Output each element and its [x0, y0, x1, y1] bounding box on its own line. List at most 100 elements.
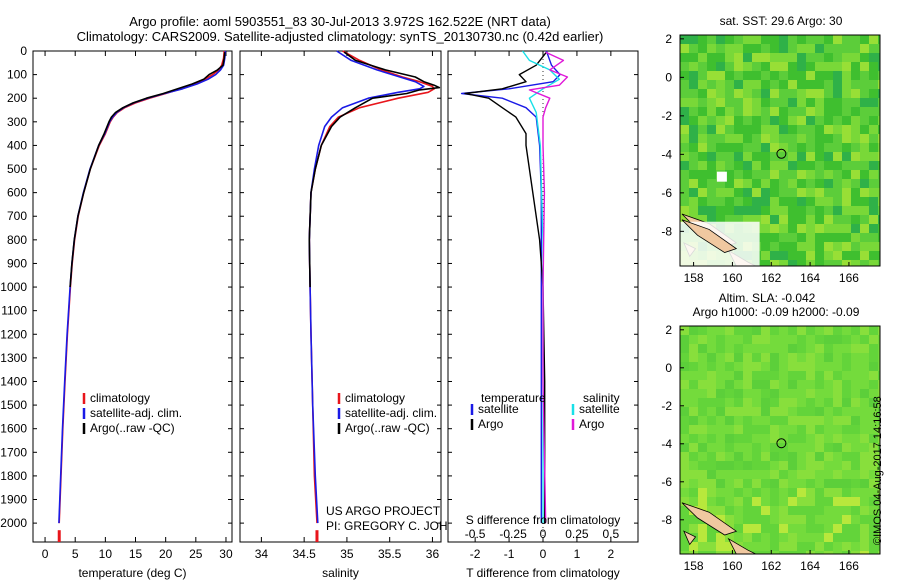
map-cell	[797, 542, 806, 551]
map-cell	[869, 461, 878, 470]
map-cell	[878, 443, 880, 452]
map-cell	[752, 542, 761, 551]
map-cell	[707, 326, 716, 335]
map-cell	[878, 398, 880, 407]
map-cell	[797, 224, 806, 233]
x-tick-label: 30	[219, 547, 233, 561]
map-cell	[860, 335, 869, 344]
map-cell	[725, 470, 734, 479]
map-cell	[716, 488, 725, 497]
x-tick-label: 35	[340, 547, 354, 561]
map-cell	[797, 233, 806, 242]
map-cell	[770, 551, 779, 554]
map-cell	[806, 35, 815, 44]
map-cell	[680, 62, 689, 71]
map-cell	[689, 62, 698, 71]
map-cell	[833, 470, 842, 479]
map-cell	[680, 215, 689, 224]
map-cell	[725, 107, 734, 116]
map-cell	[860, 479, 869, 488]
map-cell	[680, 125, 689, 134]
y-tick-label: 1300	[0, 351, 27, 365]
map-cell	[698, 470, 707, 479]
map-cell	[734, 344, 743, 353]
map-cell	[707, 452, 716, 461]
map-cell	[824, 335, 833, 344]
salinity-legend-label: Argo(..raw -QC)	[345, 421, 430, 435]
map-cell	[806, 353, 815, 362]
map-cell	[797, 242, 806, 251]
map-cell	[869, 524, 878, 533]
map-cell	[869, 353, 878, 362]
map-cell	[734, 170, 743, 179]
map-cell	[869, 242, 878, 251]
map-cell	[797, 497, 806, 506]
map-cell	[815, 116, 824, 125]
map-cell	[788, 107, 797, 116]
map-cell	[851, 524, 860, 533]
map-cell	[770, 416, 779, 425]
map-cell	[716, 416, 725, 425]
map-cell	[833, 551, 842, 554]
s-tick-label: 0.25	[565, 527, 589, 541]
map-cell	[707, 71, 716, 80]
map-cell	[824, 353, 833, 362]
map-cell	[716, 434, 725, 443]
map-cell	[842, 233, 851, 242]
map-cell	[716, 62, 725, 71]
map-cell	[761, 170, 770, 179]
map-cell	[734, 506, 743, 515]
map-cell	[833, 452, 842, 461]
map-cell	[761, 62, 770, 71]
map-cell	[716, 506, 725, 515]
map-cell	[851, 107, 860, 116]
map-cell	[698, 116, 707, 125]
map-y-tick-label: -8	[661, 513, 672, 527]
map-cell	[680, 116, 689, 125]
map-y-tick-label: 2	[665, 32, 672, 46]
map-cell	[860, 434, 869, 443]
s-tick-label: 0	[540, 527, 547, 541]
map-cell	[716, 206, 725, 215]
map-cell	[707, 479, 716, 488]
map-cell	[734, 380, 743, 389]
map-cell	[860, 197, 869, 206]
map-cell	[779, 206, 788, 215]
map-cell	[842, 116, 851, 125]
map-cell	[770, 44, 779, 53]
map-cell	[698, 215, 707, 224]
map-cell	[869, 380, 878, 389]
map-cell	[779, 143, 788, 152]
map-cell	[842, 89, 851, 98]
map-cell	[806, 344, 815, 353]
map-cell	[806, 542, 815, 551]
map-cell	[788, 134, 797, 143]
map-cell	[833, 215, 842, 224]
map-cell	[788, 443, 797, 452]
map-cell	[878, 188, 880, 197]
map-cell	[707, 161, 716, 170]
map-cell	[788, 224, 797, 233]
map-cell	[752, 107, 761, 116]
map-cell	[833, 170, 842, 179]
map-cell	[752, 470, 761, 479]
map-cell	[779, 470, 788, 479]
map-cell	[743, 452, 752, 461]
map-cell	[797, 152, 806, 161]
map-cell	[815, 134, 824, 143]
map-cell	[869, 44, 878, 53]
map-cell	[824, 425, 833, 434]
map-cell	[851, 89, 860, 98]
map-cell	[806, 470, 815, 479]
map-cell	[815, 425, 824, 434]
map-cell	[860, 506, 869, 515]
y-tick-label: 200	[7, 91, 27, 105]
map-cell	[815, 197, 824, 206]
map-cell	[842, 71, 851, 80]
map-cell	[743, 470, 752, 479]
map-cell	[788, 425, 797, 434]
map-cell	[851, 506, 860, 515]
map-cell	[806, 326, 815, 335]
map-cell	[788, 542, 797, 551]
map-cell	[833, 398, 842, 407]
